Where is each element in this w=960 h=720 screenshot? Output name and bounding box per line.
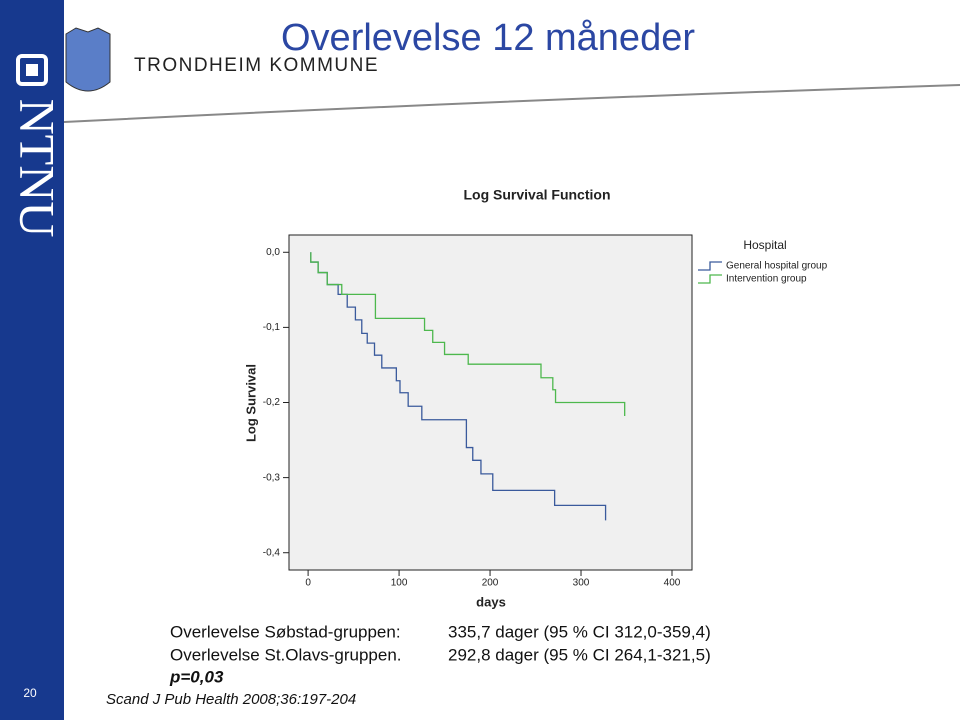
note-value: 292,8 dager (95 % CI 264,1-321,5) (448, 645, 711, 664)
organization: TRONDHEIM KOMMUNE (134, 55, 379, 76)
p-value: p=0,03 (169, 667, 224, 686)
note-label: Overlevelse Søbstad-gruppen: (170, 622, 401, 641)
chart-title: Log Survival Function (463, 187, 610, 203)
y-tick-label: 0,0 (266, 247, 280, 258)
note-value: 335,7 dager (95 % CI 312,0-359,4) (448, 622, 711, 641)
x-tick-label: 400 (664, 578, 681, 589)
x-axis-label: days (476, 594, 506, 609)
survival-curve (310, 252, 626, 417)
legend-swatch (698, 261, 722, 271)
sidebar-text: NTNU (10, 99, 66, 238)
header-rule (63, 84, 960, 123)
plot-area (288, 234, 693, 571)
ntnu-icon-inner (26, 64, 38, 76)
legend-label: Intervention group (726, 274, 807, 285)
slide-number: 20 (23, 686, 37, 700)
y-tick-label: -0,2 (263, 397, 281, 408)
x-tick-label: 200 (482, 578, 499, 589)
x-tick-label: 100 (391, 578, 408, 589)
y-tick-label: -0,4 (263, 547, 281, 558)
x-tick-label: 300 (573, 578, 590, 589)
slide-title: Overlevelse 12 måneder (281, 17, 695, 59)
survival-curve (310, 252, 607, 521)
legend-swatch (698, 274, 722, 284)
note-label: Overlevelse St.Olavs-gruppen. (170, 645, 402, 664)
legend-label: General hospital group (726, 261, 828, 272)
city-crest (65, 27, 111, 92)
ntnu-icon (16, 54, 48, 86)
citation: Scand J Pub Health 2008;36:197-204 (106, 691, 356, 708)
y-tick-label: -0,3 (263, 472, 281, 483)
x-tick-label: 0 (305, 578, 311, 589)
y-tick-label: -0,1 (263, 322, 281, 333)
sidebar (0, 0, 64, 720)
legend-title: Hospital (743, 238, 786, 252)
y-axis-label: Log Survival (243, 364, 258, 442)
